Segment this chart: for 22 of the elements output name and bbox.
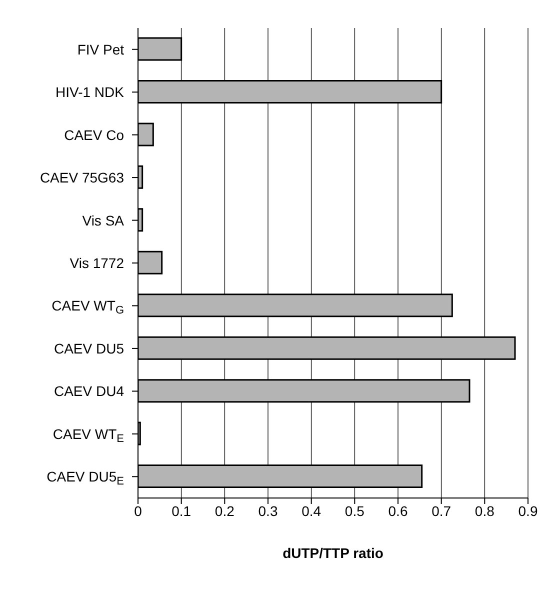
x-tick-label: 0.3 — [258, 502, 278, 519]
x-tick-label: 0.1 — [172, 502, 192, 519]
x-axis-title: dUTP/TTP ratio — [282, 545, 384, 561]
x-tick-label: 0.6 — [388, 502, 408, 519]
y-tick-label: CAEV Co — [64, 126, 124, 143]
y-tick-label: CAEV DU5 — [54, 340, 124, 356]
x-tick-label: 0.9 — [518, 502, 538, 519]
x-tick-label: 0.4 — [302, 502, 322, 519]
y-tick-label: CAEV 75G63 — [40, 170, 124, 186]
y-tick-label: CAEV DU4 — [54, 383, 124, 400]
x-tick-label: 0.5 — [344, 502, 365, 519]
y-tick-label: HIV-1 NDK — [56, 84, 125, 100]
y-tick-label: CAEV DU5$_{E}$ — [46, 468, 124, 488]
y-tick-label: Vis SA — [82, 212, 125, 228]
x-tick-label: 0.2 — [214, 502, 235, 519]
y-tick-label: CAEV WT$_{E}$ — [52, 426, 124, 446]
y-tick-label: Vis 1772 — [70, 255, 124, 271]
x-tick-label: 0.8 — [474, 502, 495, 519]
y-tick-label: CAEV WT$_{G}$ — [52, 298, 124, 318]
x-tick-label: 0 — [134, 502, 142, 519]
y-tick-label: FIV Pet — [77, 41, 124, 58]
x-tick-label: 0.7 — [432, 502, 452, 519]
